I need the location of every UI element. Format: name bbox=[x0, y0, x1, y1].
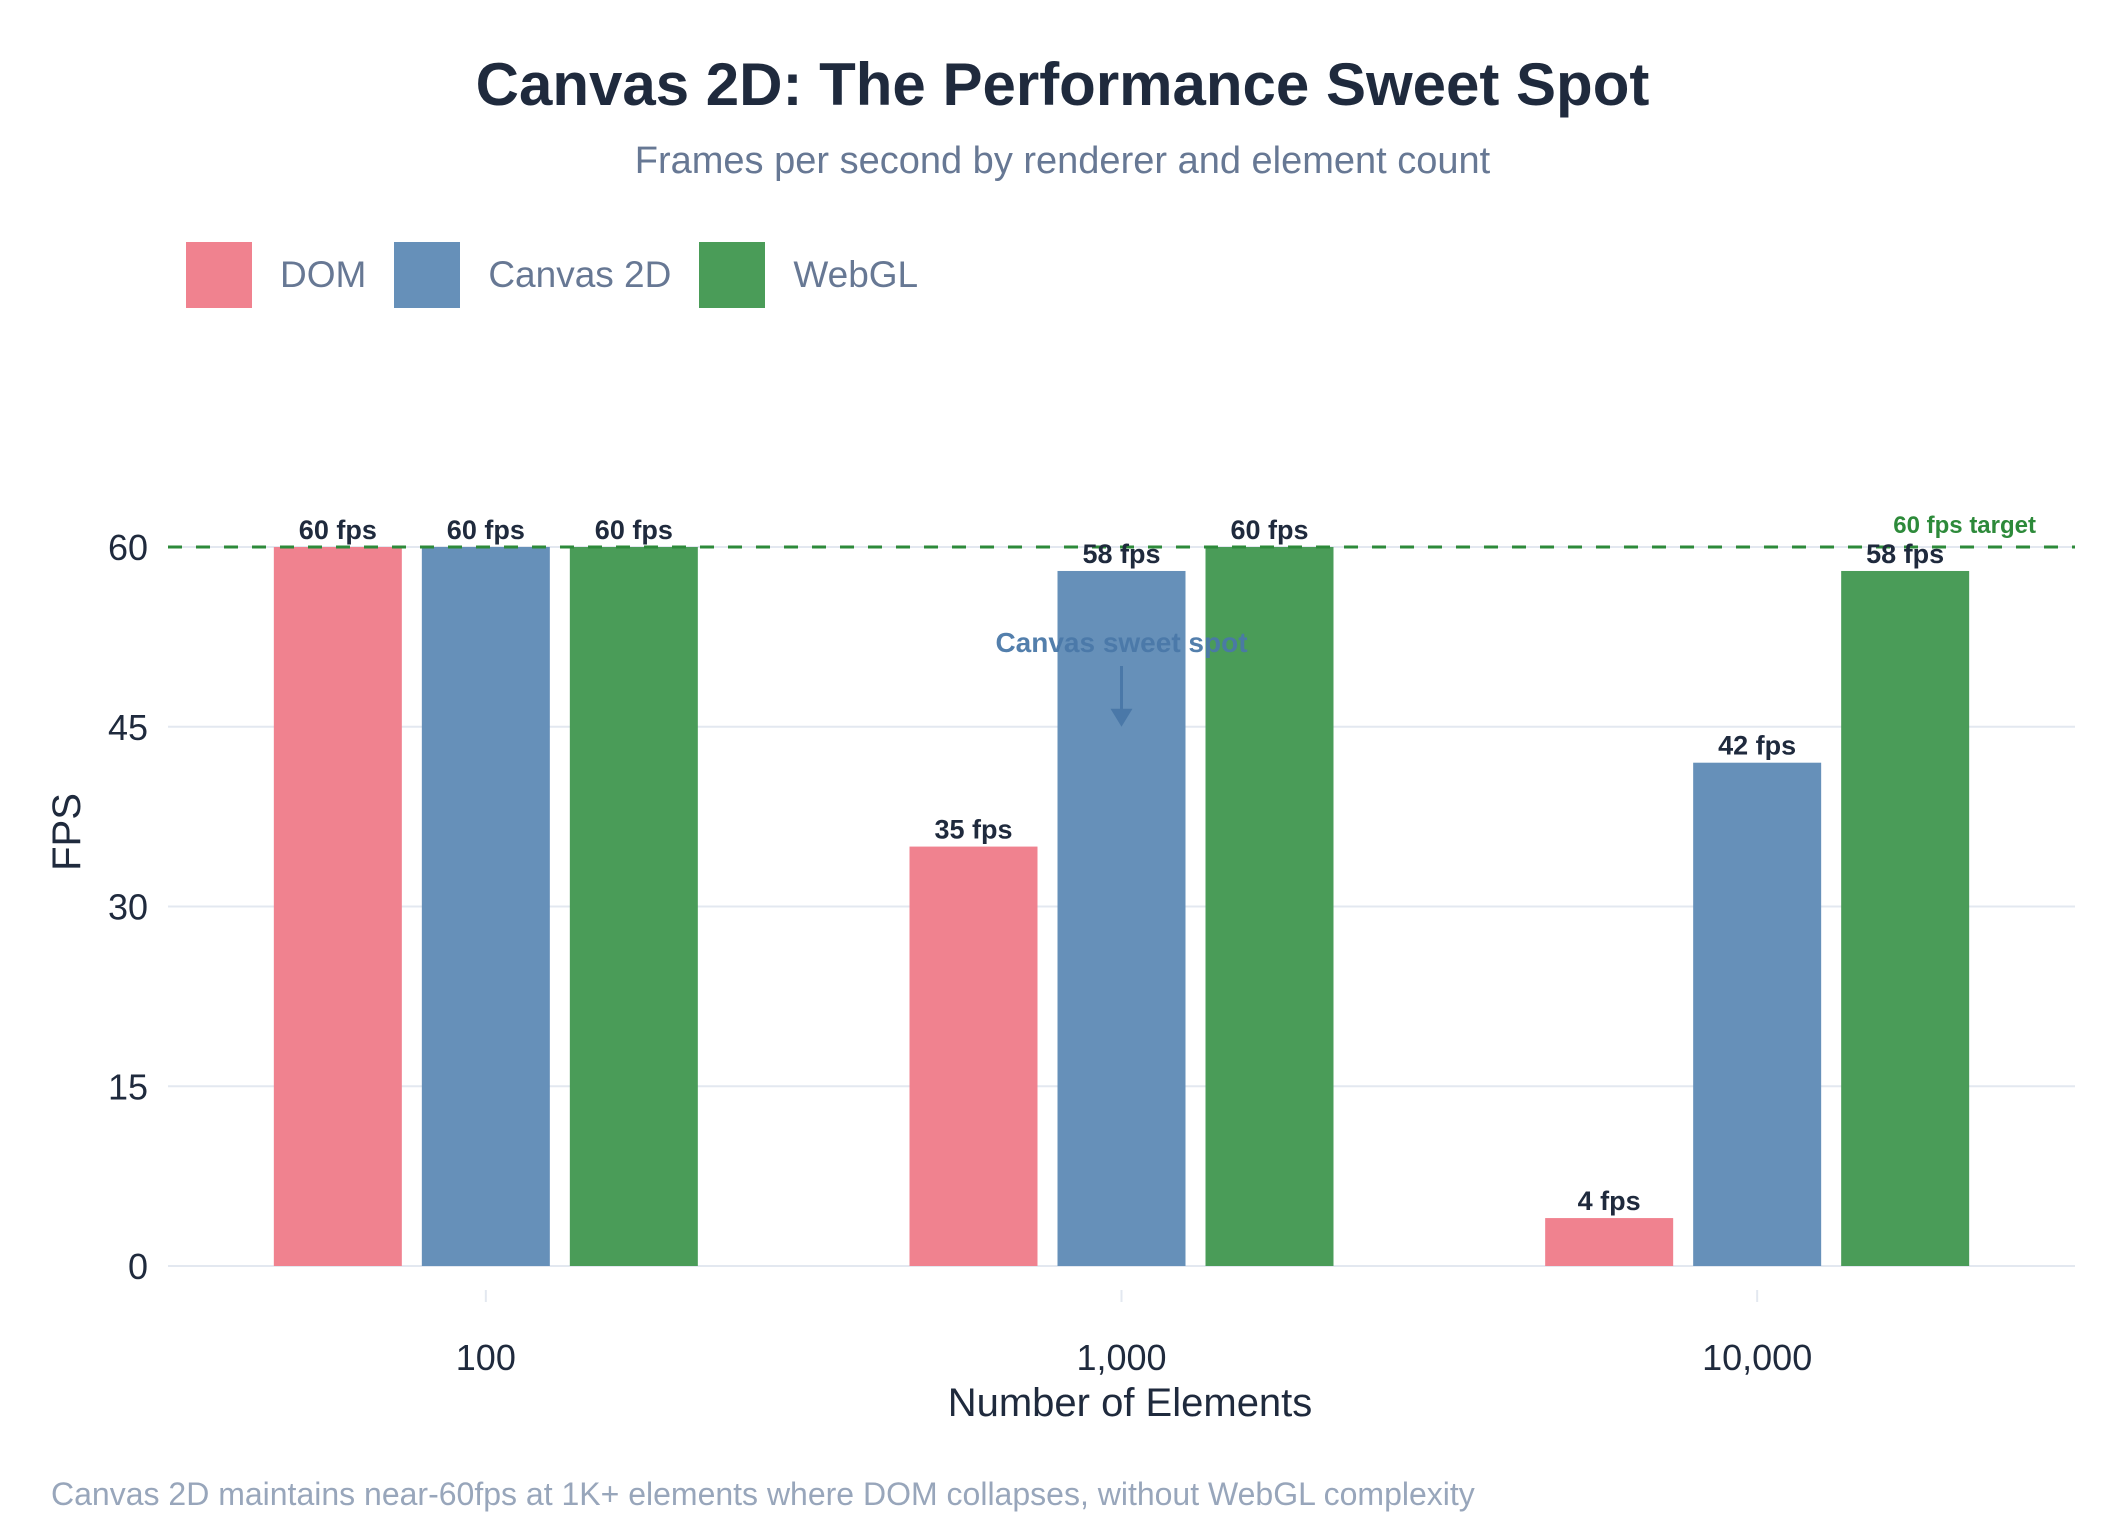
bar-canvas-2d-10000 bbox=[1693, 762, 1822, 1266]
legend-label-webgl: WebGL bbox=[793, 254, 919, 295]
y-axis-title: FPS bbox=[45, 793, 89, 871]
x-tick-label: 100 bbox=[456, 1337, 516, 1378]
bar-value-label: 58 fps bbox=[1866, 539, 1944, 569]
x-tick-label: 10,000 bbox=[1702, 1337, 1812, 1378]
bar-value-label: 42 fps bbox=[1718, 731, 1796, 761]
legend-label-canvas2d: Canvas 2D bbox=[488, 254, 672, 295]
y-tick-label: 60 bbox=[108, 527, 148, 568]
y-tick-label: 0 bbox=[128, 1246, 148, 1287]
legend-item-dom[interactable]: DOM bbox=[186, 242, 366, 308]
bar-canvas-2d-100 bbox=[421, 547, 550, 1266]
y-tick-label: 45 bbox=[108, 707, 148, 748]
bar-value-label: 35 fps bbox=[934, 815, 1012, 845]
legend-swatch-dom bbox=[186, 242, 252, 308]
bar-value-label: 58 fps bbox=[1082, 539, 1160, 569]
bar-dom-10000 bbox=[1545, 1218, 1674, 1266]
x-axis-title: Number of Elements bbox=[948, 1381, 1313, 1425]
bar-webgl-10000 bbox=[1841, 570, 1970, 1266]
target-line-label: 60 fps target bbox=[1893, 512, 2036, 539]
x-tick-label: 1,000 bbox=[1076, 1337, 1166, 1378]
y-axis: 0 15 30 45 60 bbox=[108, 527, 148, 1287]
bar-dom-1000 bbox=[909, 846, 1038, 1266]
y-tick-label: 15 bbox=[108, 1066, 148, 1107]
bar-value-label: 60 fps bbox=[595, 515, 673, 545]
sweet-spot-annotation: Canvas sweet spot bbox=[995, 627, 1247, 658]
bar-webgl-1000 bbox=[1205, 547, 1334, 1266]
legend-label-dom: DOM bbox=[280, 254, 367, 295]
bars bbox=[273, 547, 1970, 1266]
arrow-down-icon bbox=[1110, 708, 1133, 727]
x-axis: 100 1,000 10,000 bbox=[456, 1290, 1812, 1378]
chart-subtitle: Frames per second by renderer and elemen… bbox=[634, 140, 1491, 182]
bar-value-label: 4 fps bbox=[1578, 1186, 1641, 1216]
bar-value-label: 60 fps bbox=[1230, 515, 1308, 545]
y-tick-label: 30 bbox=[108, 887, 148, 928]
legend-item-canvas2d[interactable]: Canvas 2D bbox=[394, 242, 671, 308]
legend-item-webgl[interactable]: WebGL bbox=[699, 242, 918, 308]
legend-swatch-canvas2d bbox=[394, 242, 461, 308]
bar-webgl-100 bbox=[569, 547, 698, 1266]
bar-labels: 60 fps 60 fps 60 fps 35 fps 58 fps 60 fps 4 fp… bbox=[299, 515, 1944, 1216]
bar-value-label: 60 fps bbox=[299, 515, 377, 545]
legend: DOM Canvas 2D WebGL bbox=[186, 242, 946, 308]
chart-footnote: Canvas 2D maintains near-60fps at 1K+ el… bbox=[51, 1476, 1475, 1512]
legend-swatch-webgl bbox=[699, 242, 766, 308]
reference-line-group: 60 fps target bbox=[168, 512, 2075, 549]
bar-dom-100 bbox=[273, 547, 402, 1266]
bar-value-label: 60 fps bbox=[447, 515, 525, 545]
annotation-group: Canvas sweet spot bbox=[995, 627, 1248, 727]
chart-title: Canvas 2D: The Performance Sweet Spot bbox=[475, 51, 1650, 118]
